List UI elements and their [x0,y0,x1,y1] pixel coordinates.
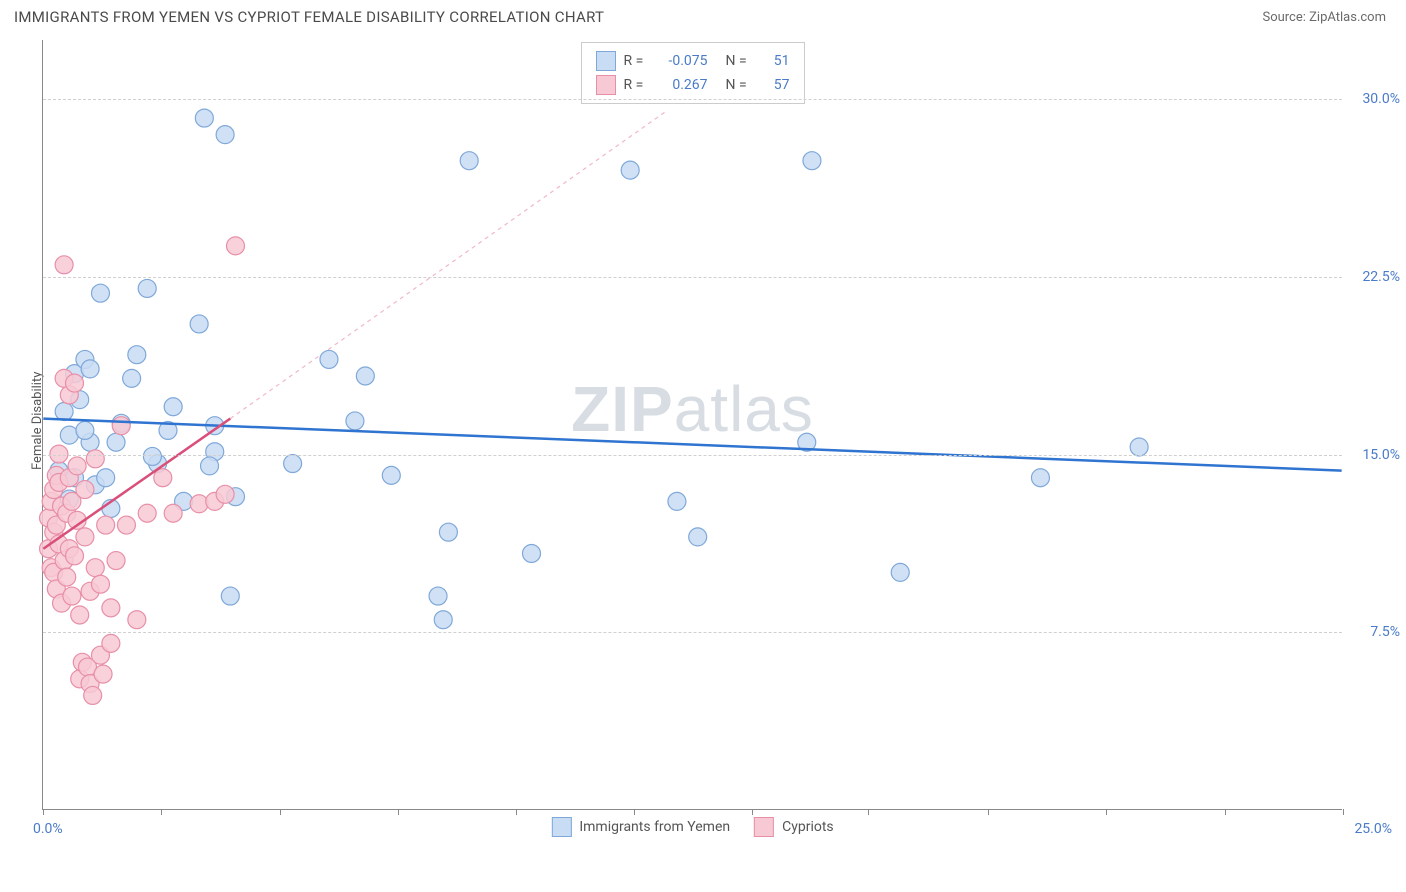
legend-stat-row: R =0.267 N =57 [596,73,790,97]
chart-plot-area: ZIPatlas R =-0.075 N =51 R =0.267 N =57 … [42,40,1342,810]
x-tick [516,809,517,815]
chart-title: IMMIGRANTS FROM YEMEN VS CYPRIOT FEMALE … [14,8,604,26]
source-label: Source: ZipAtlas.com [1262,10,1386,25]
scatter-svg [43,40,1342,809]
x-tick [43,809,44,815]
y-tick-label: 30.0% [1362,91,1400,107]
x-tick [752,809,753,815]
x-tick [398,809,399,815]
x-axis-max-label: 25.0% [1354,821,1392,837]
x-tick [161,809,162,815]
gridline [43,99,1342,100]
y-tick-label: 22.5% [1362,269,1400,285]
x-tick [1343,809,1344,815]
gridline [43,277,1342,278]
y-tick-label: 7.5% [1370,624,1400,640]
x-tick [1225,809,1226,815]
legend-item: Cypriots [754,817,834,837]
x-tick [634,809,635,815]
legend-stat-row: R =-0.075 N =51 [596,49,790,73]
x-tick [280,809,281,815]
y-tick-label: 15.0% [1362,447,1400,463]
legend-stats-box: R =-0.075 N =51 R =0.267 N =57 [581,42,805,104]
bottom-legend: Immigrants from Yemen Cypriots [551,817,833,837]
x-axis-min-label: 0.0% [33,821,63,837]
x-tick [868,809,869,815]
x-tick [1106,809,1107,815]
gridline [43,455,1342,456]
gridline [43,632,1342,633]
x-tick [988,809,989,815]
legend-item: Immigrants from Yemen [551,817,730,837]
